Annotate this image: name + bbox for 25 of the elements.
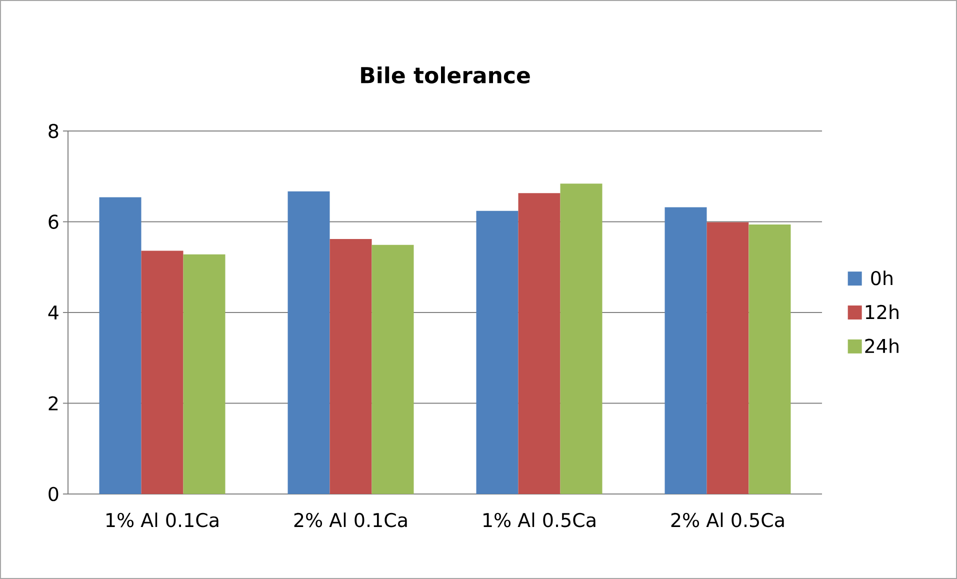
legend-label: 0h xyxy=(871,270,892,286)
bar xyxy=(560,184,602,494)
y-tick-label: 6 xyxy=(48,214,58,229)
bar xyxy=(141,250,184,494)
bar xyxy=(664,207,707,494)
y-tick-label: 8 xyxy=(48,124,58,138)
y-tick-label: 2 xyxy=(48,396,58,410)
y-tick-label: 4 xyxy=(48,306,58,320)
bar xyxy=(288,191,330,494)
bar xyxy=(476,210,518,494)
x-tick-label: 1% Al 0.5Ca xyxy=(484,512,596,528)
bar xyxy=(99,197,142,494)
x-tick-label: 1% Al 0.1Ca xyxy=(106,512,218,528)
bar xyxy=(183,254,226,494)
bar xyxy=(706,222,749,494)
bar xyxy=(518,193,560,494)
x-tick-label: 2% Al 0.5Ca xyxy=(671,512,784,528)
y-tick-label: 0 xyxy=(48,486,58,502)
x-tick-label: 2% Al 0.1Ca xyxy=(294,512,407,528)
bar xyxy=(372,244,414,494)
legend-label: 12h xyxy=(866,304,898,319)
legend-label: 24h xyxy=(865,338,898,353)
chart-title: Bile tolerance xyxy=(361,66,530,84)
bar xyxy=(748,224,791,494)
bar xyxy=(330,238,372,494)
